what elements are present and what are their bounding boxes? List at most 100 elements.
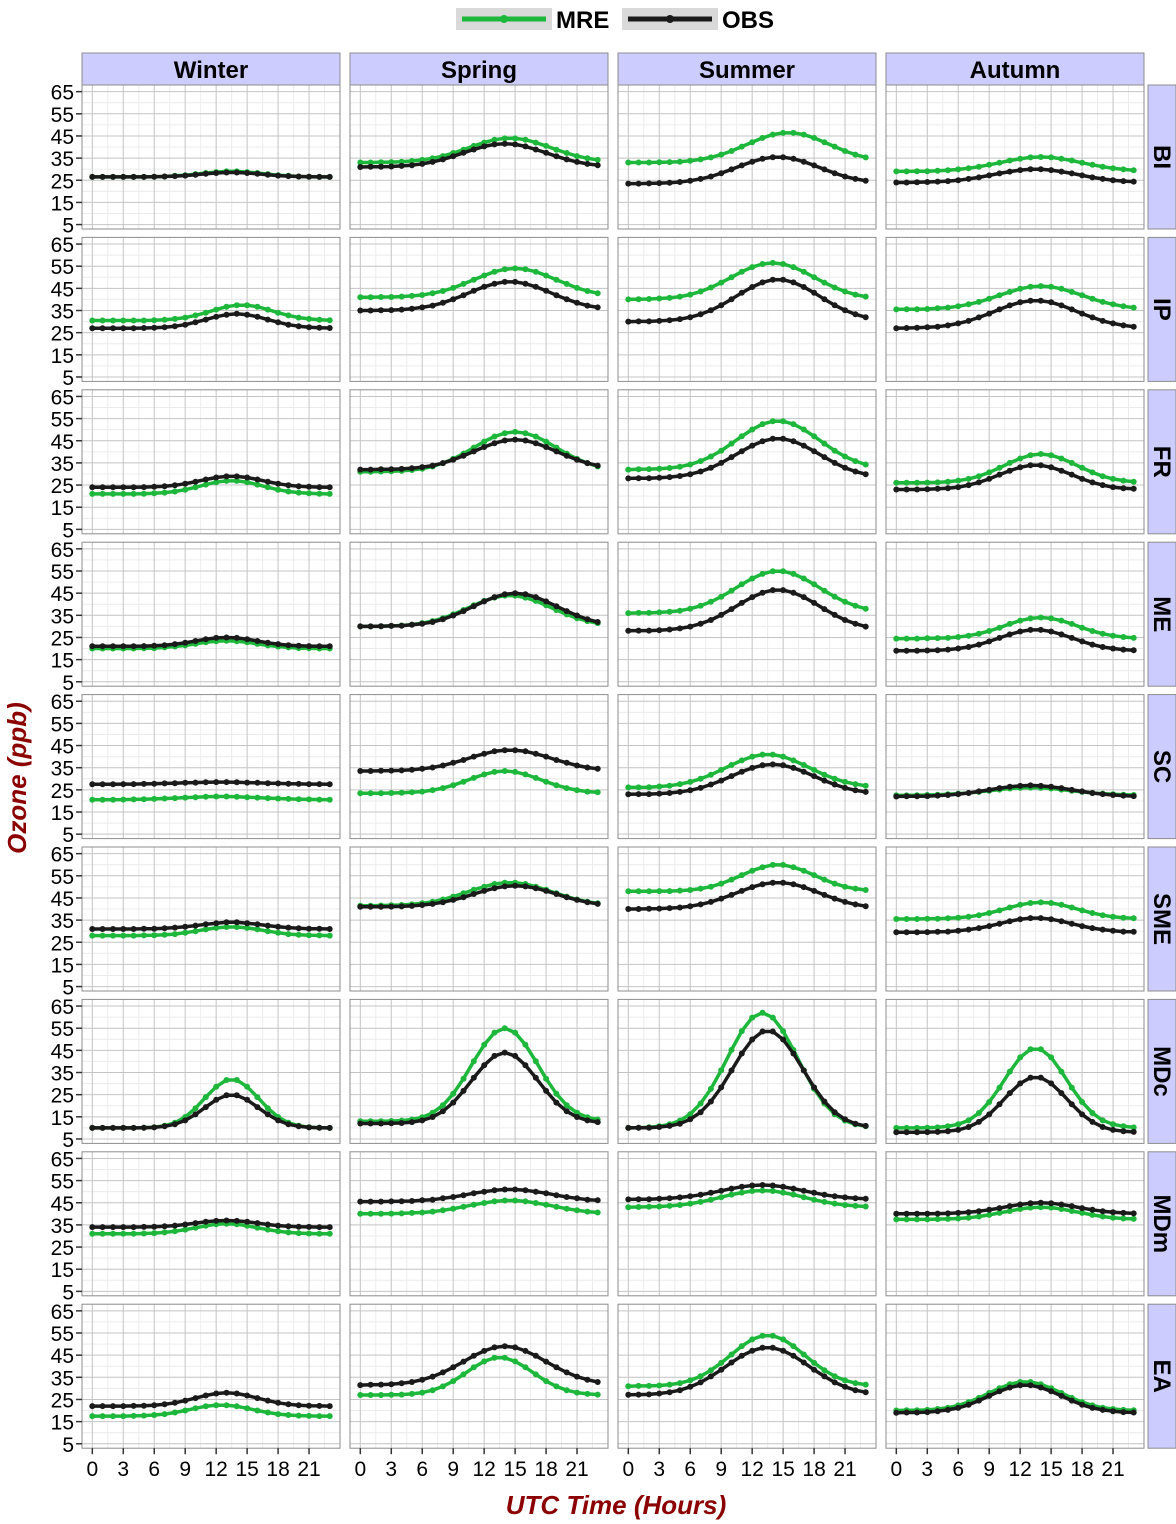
data-point-obs: [563, 156, 570, 163]
data-point-obs: [151, 324, 158, 331]
data-point-obs: [512, 1186, 519, 1193]
data-point-mre: [367, 159, 374, 166]
data-point-obs: [563, 452, 570, 459]
data-point-obs: [903, 1409, 910, 1416]
data-point-mre: [563, 150, 570, 156]
data-point-obs: [1037, 626, 1044, 633]
data-point-mre: [429, 787, 436, 794]
panel-me-summer: [617, 541, 877, 687]
panel-border: [617, 1303, 877, 1449]
data-point-mre: [89, 1413, 96, 1420]
data-point-obs: [821, 296, 828, 303]
data-point-mre: [491, 1354, 498, 1361]
panel-background: [618, 999, 876, 1144]
data-point-obs: [192, 319, 199, 326]
data-point-mre: [543, 438, 550, 445]
data-point-obs: [532, 283, 539, 290]
panel-border: [885, 998, 1145, 1144]
y-tick-label: 35: [51, 453, 74, 476]
panel-mdm-winter: [81, 1151, 341, 1297]
panel-border: [81, 694, 341, 840]
data-point-obs: [367, 903, 374, 910]
data-point-mre: [687, 461, 694, 468]
data-point-mre: [759, 134, 766, 141]
data-point-obs: [460, 894, 467, 901]
data-point-mre: [306, 315, 312, 322]
data-point-mre: [233, 1077, 240, 1083]
data-point-obs: [532, 1074, 539, 1081]
data-point-mre: [986, 1099, 993, 1105]
data-point-mre: [408, 158, 415, 164]
data-point-obs: [223, 634, 230, 641]
data-point-obs: [625, 906, 632, 912]
data-point-mre: [522, 771, 529, 778]
data-point-mre: [831, 880, 838, 887]
data-point-mre: [831, 284, 838, 291]
data-point-mre: [326, 796, 333, 803]
data-point-obs: [213, 1390, 220, 1397]
data-point-obs: [450, 153, 457, 160]
data-point-mre: [687, 1200, 694, 1207]
data-point-obs: [140, 1124, 147, 1131]
data-point-obs: [130, 926, 137, 932]
data-point-mre: [687, 1377, 694, 1384]
data-point-obs: [439, 1195, 446, 1202]
data-point-obs: [491, 594, 498, 601]
data-point-mre: [821, 876, 828, 883]
data-point-obs: [1079, 638, 1086, 645]
data-point-obs: [233, 1092, 240, 1099]
data-point-obs: [1120, 792, 1127, 799]
data-point-mre: [759, 570, 766, 577]
data-point-mre: [862, 605, 869, 612]
panel-background: [82, 694, 340, 839]
data-point-mre: [254, 1094, 261, 1101]
data-point-obs: [944, 928, 951, 935]
data-point-obs: [450, 1364, 457, 1371]
data-point-mre: [532, 1371, 539, 1378]
data-point-mre: [996, 159, 1003, 166]
data-point-obs: [914, 929, 920, 936]
data-point-mre: [285, 931, 292, 938]
data-point-mre: [110, 932, 116, 939]
data-point-obs: [821, 166, 828, 173]
data-point-mre: [1058, 1068, 1065, 1075]
data-point-obs: [357, 164, 364, 170]
data-point-mre: [553, 276, 560, 283]
data-point-mre: [1027, 452, 1034, 459]
series-obs: [357, 1186, 601, 1205]
data-point-obs: [1079, 1401, 1086, 1408]
data-point-mre: [769, 1014, 776, 1021]
data-point-obs: [481, 143, 488, 150]
panel-me-autumn: [885, 541, 1145, 687]
data-point-obs: [275, 641, 282, 648]
data-point-mre: [955, 914, 962, 921]
data-point-obs: [429, 619, 436, 625]
y-tick-label: 65: [51, 1148, 74, 1171]
data-point-obs: [996, 1205, 1003, 1212]
data-point-obs: [275, 923, 282, 930]
series-mre: [893, 154, 1137, 175]
data-point-obs: [811, 773, 818, 780]
data-point-mre: [264, 484, 271, 491]
data-point-obs: [790, 438, 797, 445]
data-point-mre: [718, 593, 725, 600]
y-tick-label: 15: [51, 802, 74, 825]
data-point-mre: [1006, 620, 1013, 627]
data-point-mre: [625, 466, 632, 473]
data-point-mre: [306, 1412, 312, 1419]
data-point-obs: [625, 791, 632, 798]
data-point-obs: [574, 612, 580, 619]
data-point-mre: [1089, 161, 1096, 168]
data-point-mre: [707, 453, 714, 460]
data-point-mre: [512, 135, 519, 142]
data-point-obs: [800, 442, 807, 449]
data-point-obs: [522, 1187, 529, 1194]
data-point-mre: [285, 1229, 292, 1236]
data-point-obs: [800, 1187, 807, 1194]
data-point-mre: [842, 148, 848, 154]
data-point-obs: [233, 919, 240, 926]
data-point-obs: [1037, 166, 1044, 173]
data-point-obs: [676, 1194, 683, 1201]
data-point-obs: [398, 767, 405, 774]
data-point-obs: [408, 162, 415, 169]
